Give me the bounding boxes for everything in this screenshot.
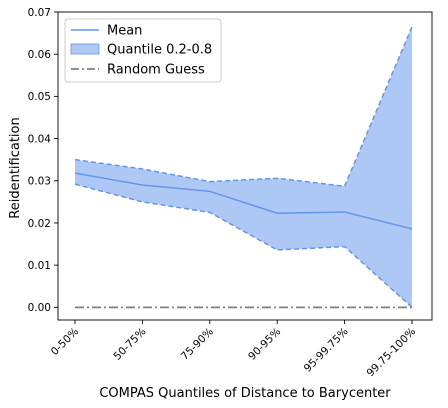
legend-label: Mean: [107, 24, 142, 39]
quantile-band-layer: [74, 26, 413, 308]
legend-frame: [64, 18, 222, 83]
series-line-layer: [74, 172, 413, 309]
axes-layer: [57, 11, 433, 321]
x-axis-label: COMPAS Quantiles of Distance to Barycent…: [99, 386, 391, 401]
y-tick-label: 0.01: [28, 260, 51, 272]
x-tick-label: 90-95%: [246, 326, 283, 363]
plot-frame: [57, 11, 433, 321]
y-tick-label: 0.06: [28, 49, 52, 61]
quantile-lower-line: [74, 183, 413, 308]
y-tick-label: 0.07: [28, 7, 51, 19]
legend: Mean Quantile 0.2-0.8 Random Guess: [64, 18, 222, 83]
x-tick-label: 0-50%: [49, 326, 81, 358]
y-tick-label: 0.04: [28, 133, 52, 145]
y-tick-label: 0.03: [28, 176, 51, 188]
quantile-band-fill: [75, 26, 412, 308]
x-tick-label: 75-90%: [179, 326, 216, 363]
legend-label: Random Guess: [107, 63, 205, 78]
quantile-upper-line: [74, 26, 413, 188]
y-tick-label: 0.05: [28, 91, 51, 103]
mean-line: [74, 172, 413, 230]
legend-band-swatch: [70, 43, 100, 55]
y-tick-label: 0.02: [28, 218, 51, 230]
x-tick-label: 95-99.75%: [302, 326, 351, 375]
legend-label: Quantile 0.2-0.8: [107, 43, 212, 58]
x-tick-label: 99.75-100%: [364, 326, 418, 380]
y-tick-label: 0.00: [28, 302, 51, 314]
x-tick-label: 50-75%: [111, 326, 148, 363]
y-axis-label: Reidentification: [8, 117, 23, 218]
